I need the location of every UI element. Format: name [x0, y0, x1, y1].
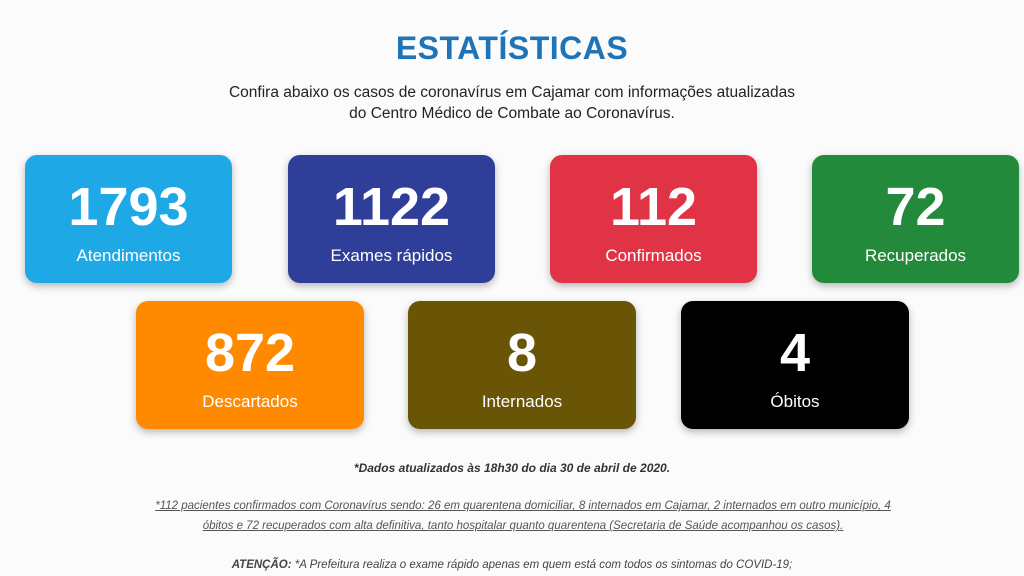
- subtitle-line-2: do Centro Médico de Combate ao Coronavír…: [349, 105, 675, 122]
- stat-label: Confirmados: [605, 246, 702, 265]
- stat-card-descartados: 872 Descartados: [136, 301, 364, 429]
- stat-value: 1122: [332, 177, 451, 237]
- page-subtitle: Confira abaixo os casos de coronavírus e…: [0, 82, 1024, 124]
- warning-label: ATENÇÃO:: [231, 559, 292, 571]
- detail-note: *112 pacientes confirmados com Coronavír…: [130, 496, 916, 536]
- stat-value: 8: [506, 323, 538, 383]
- update-note: *Dados atualizados às 18h30 do dia 30 de…: [353, 461, 671, 475]
- stat-card-internados: 8 Internados: [408, 301, 636, 429]
- stat-card-obitos: 4 Óbitos: [681, 301, 909, 429]
- stat-value: 872: [204, 323, 296, 383]
- page-title: ESTATÍSTICAS: [395, 30, 629, 66]
- stat-value: 72: [885, 177, 946, 237]
- warning-note: ATENÇÃO: *A Prefeitura realiza o exame r…: [0, 559, 1024, 571]
- subtitle-line-1: Confira abaixo os casos de coronavírus e…: [228, 84, 795, 101]
- stat-card-confirmados: 112 Confirmados: [550, 155, 757, 283]
- detail-note-line-1: *112 pacientes confirmados com Coronavír…: [155, 500, 891, 512]
- stat-label: Descartados: [202, 392, 298, 411]
- stat-card-exames-rapidos: 1122 Exames rápidos: [288, 155, 495, 283]
- stat-value: 1793: [68, 177, 189, 237]
- stat-label: Óbitos: [770, 392, 820, 411]
- stat-card-atendimentos: 1793 Atendimentos: [25, 155, 232, 283]
- warning-text: *A Prefeitura realiza o exame rápido ape…: [291, 559, 793, 571]
- stat-label: Exames rápidos: [330, 246, 453, 265]
- stat-label: Atendimentos: [76, 246, 181, 265]
- stat-label: Recuperados: [864, 246, 967, 265]
- stat-value: 112: [609, 177, 698, 237]
- stat-value: 4: [779, 323, 811, 383]
- stat-card-recuperados: 72 Recuperados: [812, 155, 1019, 283]
- stat-label: Internados: [481, 392, 563, 411]
- detail-note-line-2: óbitos e 72 recuperados com alta definit…: [202, 520, 844, 532]
